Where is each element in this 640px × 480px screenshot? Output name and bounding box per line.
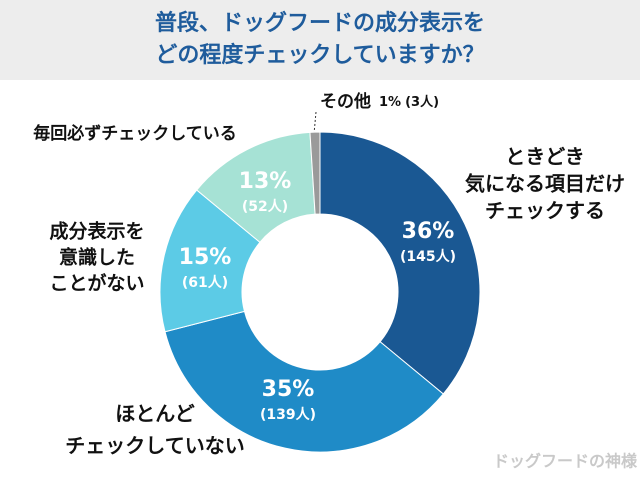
value-label: 35% [262, 377, 315, 402]
category-label: チェックしていない [65, 434, 244, 458]
other-label: その他 1% (3人) [320, 91, 439, 112]
title-band [0, 0, 640, 80]
category-label: 成分表示を [49, 220, 144, 243]
category-label: ときどき [505, 145, 584, 169]
category-label: 意識した [59, 246, 135, 269]
category-label: ことがない [49, 272, 144, 295]
watermark: ドッグフードの神様 [493, 452, 638, 471]
donut-slice [159, 189, 261, 333]
count-label: (139人) [260, 406, 316, 423]
category-label: ほとんど [115, 402, 194, 426]
count-label: (61人) [182, 274, 228, 291]
category-label: チェックする [485, 199, 605, 223]
category-label: その他 [320, 91, 371, 112]
value-label: 36% [402, 219, 455, 244]
donut-slice [164, 310, 444, 453]
count-label: (3人) [405, 94, 439, 110]
donut-slice [309, 131, 321, 215]
value-label: 15% [179, 245, 232, 270]
chart-title: 普段、ドッグフードの成分表示を [155, 10, 485, 36]
chart-title: どの程度チェックしていますか？ [155, 42, 484, 68]
count-label: (52人) [242, 198, 288, 215]
category-label: 毎回必ずチェックしている [33, 123, 237, 144]
value-label: 1% [379, 95, 401, 110]
count-label: (145人) [400, 248, 456, 265]
category-label: 気になる項目だけ [465, 172, 625, 196]
donut-slice [319, 131, 481, 395]
value-label: 13% [239, 169, 292, 194]
leader-line [313, 111, 317, 135]
